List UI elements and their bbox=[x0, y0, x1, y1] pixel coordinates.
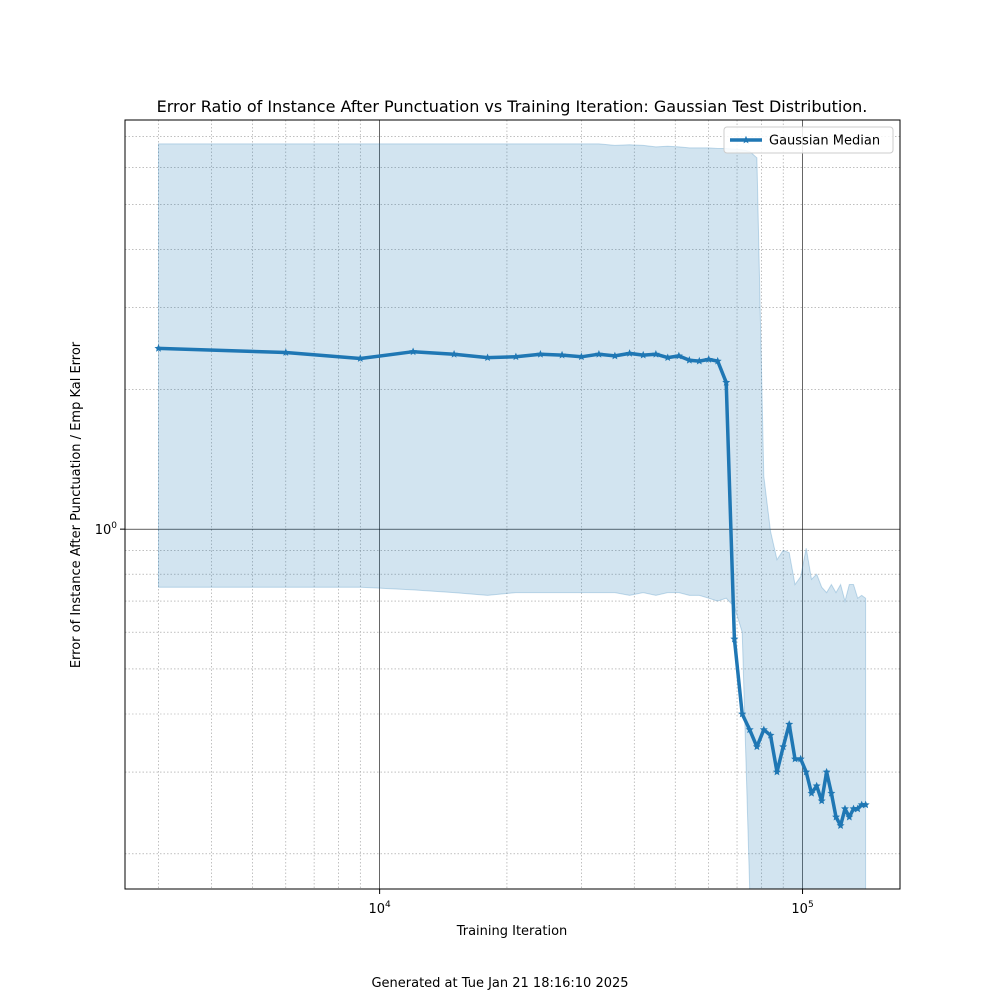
y-axis-label: Error of Instance After Punctuation / Em… bbox=[69, 341, 84, 668]
data-point bbox=[861, 800, 870, 809]
x-tick-label: 104 bbox=[368, 900, 391, 917]
data-point bbox=[836, 821, 845, 830]
legend: Gaussian Median bbox=[723, 126, 894, 154]
data-point bbox=[827, 789, 836, 797]
data-point bbox=[802, 767, 811, 776]
data-point bbox=[752, 742, 761, 751]
plot-frame bbox=[124, 119, 901, 890]
axis-ticks: 104 105 100 bbox=[95, 521, 814, 917]
data-point bbox=[772, 767, 781, 776]
data-point bbox=[738, 709, 747, 718]
x-axis-label: Training Iteration bbox=[456, 924, 568, 939]
data-point bbox=[807, 789, 816, 797]
data-point bbox=[745, 725, 754, 734]
legend-label: Gaussian Median bbox=[769, 134, 880, 149]
data-point bbox=[536, 350, 545, 358]
data-point bbox=[845, 812, 854, 821]
data-point bbox=[558, 350, 567, 359]
data-point bbox=[577, 352, 586, 361]
data-point bbox=[625, 349, 634, 357]
data-point bbox=[663, 353, 672, 362]
data-point bbox=[610, 351, 619, 360]
data-point bbox=[766, 731, 775, 739]
data-point bbox=[853, 804, 862, 813]
data-point bbox=[817, 796, 826, 805]
chart-title: Error Ratio of Instance After Punctuatio… bbox=[157, 97, 868, 116]
data-point bbox=[281, 348, 290, 356]
data-point bbox=[704, 355, 713, 363]
series-markers bbox=[154, 344, 870, 830]
data-point bbox=[356, 354, 365, 362]
data-point bbox=[594, 350, 603, 358]
data-point bbox=[730, 634, 739, 643]
legend-star-icon bbox=[742, 135, 750, 144]
data-point bbox=[685, 356, 694, 364]
data-point bbox=[812, 781, 821, 790]
data-point bbox=[409, 347, 418, 356]
legend-box bbox=[723, 126, 894, 154]
data-point bbox=[785, 720, 794, 728]
data-point bbox=[822, 767, 831, 776]
data-point bbox=[450, 350, 459, 358]
footer-timestamp: Generated at Tue Jan 21 18:16:10 2025 bbox=[371, 976, 629, 991]
data-point bbox=[154, 344, 163, 352]
data-point bbox=[651, 350, 660, 358]
data-point bbox=[483, 353, 492, 362]
data-point bbox=[840, 804, 849, 813]
data-point bbox=[849, 804, 858, 813]
data-point bbox=[796, 754, 805, 763]
interquantile-band bbox=[158, 143, 867, 889]
data-point bbox=[511, 352, 520, 361]
data-point bbox=[639, 350, 648, 359]
y-tick-label: 100 bbox=[95, 521, 118, 538]
data-point bbox=[791, 754, 800, 763]
data-point bbox=[759, 725, 768, 734]
data-point bbox=[722, 378, 731, 386]
data-point bbox=[695, 356, 704, 365]
data-point bbox=[832, 812, 841, 821]
minor-grid bbox=[125, 120, 900, 889]
data-point bbox=[779, 742, 788, 751]
data-point bbox=[713, 356, 722, 365]
x-tick-label: 105 bbox=[791, 900, 813, 917]
data-point bbox=[674, 351, 683, 360]
